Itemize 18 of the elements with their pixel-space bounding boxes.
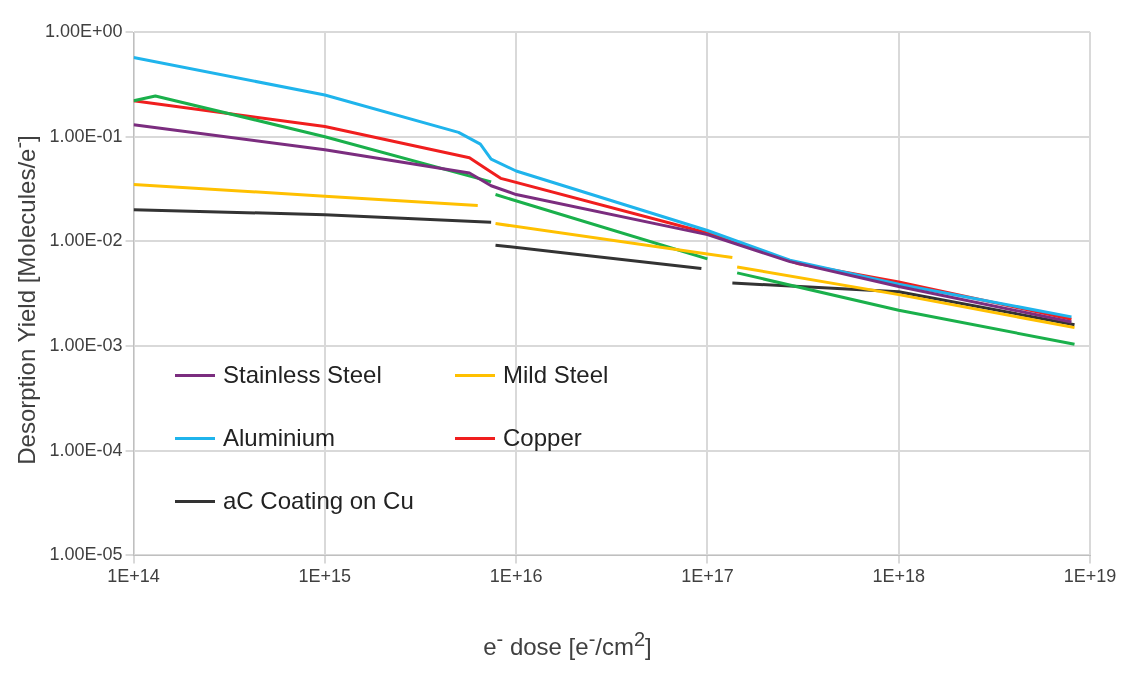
y-tick-label: 1.00E+00 bbox=[44, 20, 123, 41]
y-tick-label: 1.00E-05 bbox=[49, 544, 123, 565]
x-axis-title: e$^{-}$ dose [e$^{-}$/cm$^{2}$] bbox=[482, 628, 653, 661]
x-tick-label: 1E+18 bbox=[872, 566, 925, 587]
x-tick-label: 1E+15 bbox=[298, 566, 352, 587]
y-tick-label: 1.00E-01 bbox=[49, 125, 123, 146]
y-tick-label: 1.00E-03 bbox=[49, 335, 123, 356]
legend-label: Stainless Steel bbox=[223, 361, 382, 389]
x-tick-label: 1E+14 bbox=[107, 566, 160, 587]
x-tick-label: 1E+16 bbox=[489, 566, 543, 587]
legend-label: aC Coating on Cu bbox=[223, 487, 414, 515]
legend-label: Aluminium bbox=[223, 424, 336, 452]
y-tick-label: 1.00E-04 bbox=[49, 439, 123, 460]
x-tick-label: 1E+19 bbox=[1063, 566, 1117, 587]
legend-label: Copper bbox=[503, 424, 582, 452]
x-tick-label: 1E+17 bbox=[681, 566, 734, 587]
y-tick-label: 1.00E-02 bbox=[49, 230, 123, 251]
legend-label: Mild Steel bbox=[503, 361, 609, 389]
